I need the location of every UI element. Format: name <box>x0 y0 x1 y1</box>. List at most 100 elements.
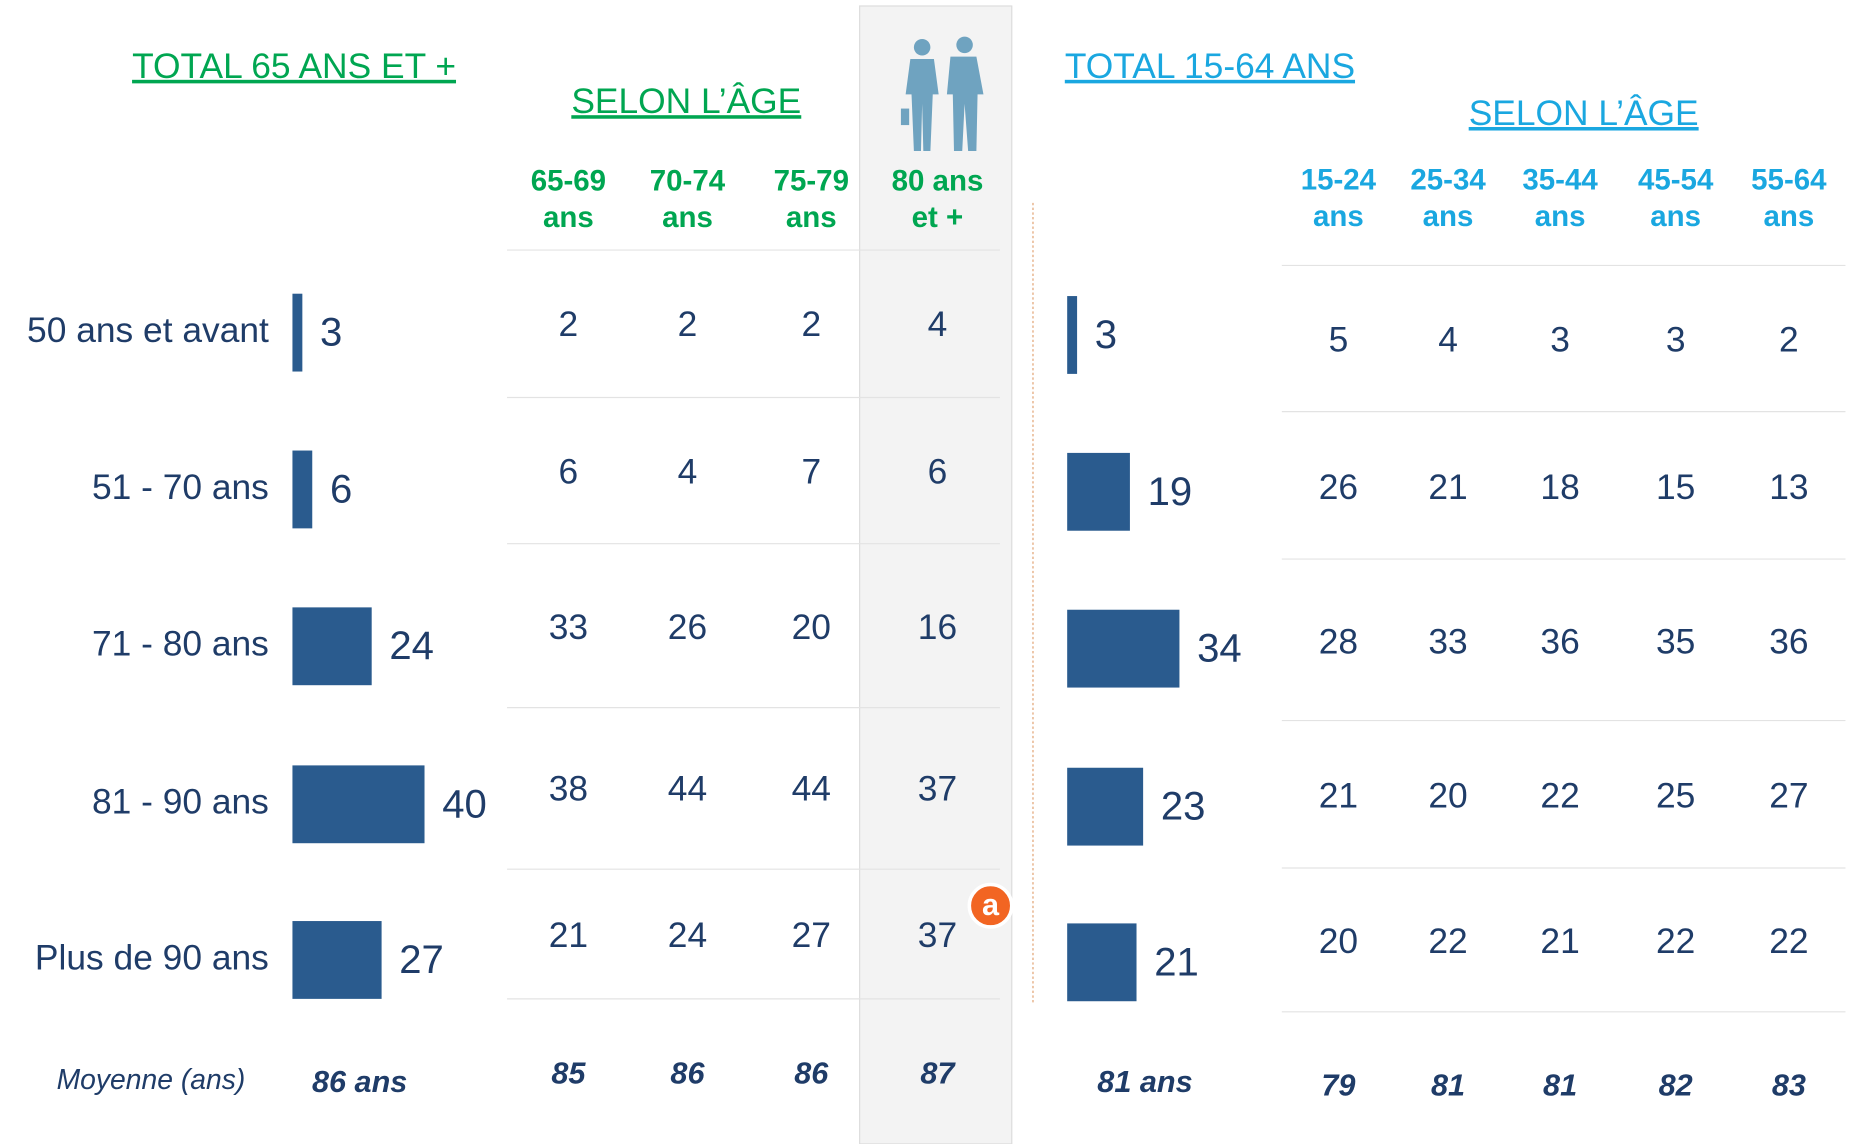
cell-value: 36 <box>1540 622 1579 661</box>
cell-value: 2 <box>559 305 579 344</box>
cell-value: 18 <box>1540 468 1579 507</box>
cell-value: 44 <box>792 770 831 809</box>
row-label: 81 - 90 ans <box>92 783 269 822</box>
bar <box>292 921 381 999</box>
panel-subtitle: SELON L’ÂGE <box>571 82 801 121</box>
bar <box>1067 453 1130 531</box>
cell-value: 20 <box>1319 922 1358 961</box>
cell-value: 20 <box>1428 777 1467 816</box>
cell-value: 28 <box>1319 622 1358 661</box>
bar <box>1067 610 1179 688</box>
panel-subtitle: SELON L’ÂGE <box>1469 94 1699 133</box>
cell-value: 26 <box>668 608 707 647</box>
bar <box>292 607 371 685</box>
cell-value: 38 <box>549 770 588 809</box>
bar-value: 6 <box>330 467 352 511</box>
column-mean: 79 <box>1321 1068 1355 1102</box>
column-header: 80 ans <box>892 165 984 198</box>
panel-title: TOTAL 15-64 ANS <box>1065 47 1355 86</box>
cell-value: 22 <box>1769 922 1808 961</box>
column-header: 35-44 <box>1522 163 1598 196</box>
column-header: ans <box>786 201 837 234</box>
cell-value: 37 <box>918 916 957 955</box>
column-mean: 86 <box>794 1057 829 1091</box>
bar-value: 34 <box>1197 627 1242 671</box>
cell-value: 26 <box>1319 468 1358 507</box>
cell-value: 3 <box>1550 320 1570 359</box>
cell-value: 5 <box>1329 320 1349 359</box>
total-mean: 81 ans <box>1097 1065 1192 1099</box>
column-header: et + <box>912 201 964 234</box>
cell-value: 22 <box>1428 922 1467 961</box>
bar-value: 19 <box>1148 470 1193 514</box>
cell-value: 4 <box>678 452 698 491</box>
cell-value: 44 <box>668 770 707 809</box>
bar-value: 21 <box>1154 940 1199 984</box>
cell-value: 21 <box>1428 468 1467 507</box>
column-mean: 85 <box>551 1057 586 1091</box>
bar-value: 3 <box>320 311 342 355</box>
cell-value: 4 <box>928 305 948 344</box>
bar <box>1067 768 1143 846</box>
column-mean: 81 <box>1543 1068 1577 1102</box>
column-header: ans <box>1313 200 1364 233</box>
panel-title: TOTAL 65 ANS ET + <box>132 47 456 86</box>
page: a Moyenne (ans) 50 ans et avant 51 - 70 a… <box>0 0 1849 1144</box>
column-header: 70-74 <box>650 165 726 198</box>
cell-value: 21 <box>1540 922 1579 961</box>
column-mean: 83 <box>1772 1068 1806 1102</box>
column-header: ans <box>1763 200 1814 233</box>
bar <box>1067 923 1136 1001</box>
column-mean: 82 <box>1659 1068 1693 1102</box>
column-header: 55-64 <box>1751 163 1827 196</box>
column-mean: 87 <box>920 1057 956 1091</box>
column-header: ans <box>543 201 594 234</box>
cell-value: 35 <box>1656 622 1695 661</box>
cell-value: 2 <box>678 305 698 344</box>
row-label: 50 ans et avant <box>27 311 269 350</box>
column-header: ans <box>1423 200 1474 233</box>
bar-value: 27 <box>399 938 444 982</box>
column-header: 65-69 <box>531 165 606 198</box>
cell-value: 27 <box>792 916 831 955</box>
cell-value: 3 <box>1666 320 1686 359</box>
column-header: ans <box>1650 200 1701 233</box>
marker-label: a <box>982 888 1000 922</box>
column-header: 45-54 <box>1638 163 1714 196</box>
cell-value: 7 <box>801 452 821 491</box>
column-header: 15-24 <box>1301 163 1377 196</box>
bar-value: 23 <box>1161 785 1206 829</box>
cell-value: 21 <box>549 916 588 955</box>
cell-value: 6 <box>928 452 948 491</box>
cell-value: 2 <box>1779 320 1799 359</box>
cell-value: 33 <box>1428 622 1467 661</box>
cell-value: 2 <box>801 305 821 344</box>
row-label: 71 - 80 ans <box>92 625 269 664</box>
cell-value: 21 <box>1319 777 1358 816</box>
column-mean: 81 <box>1431 1068 1465 1102</box>
mean-label: Moyenne (ans) <box>57 1063 246 1095</box>
cell-value: 20 <box>792 608 831 647</box>
cell-value: 27 <box>1769 777 1808 816</box>
cell-value: 6 <box>559 452 579 491</box>
bar <box>292 765 424 843</box>
bar <box>1067 296 1077 374</box>
column-header: ans <box>662 201 713 234</box>
column-mean: 86 <box>670 1057 705 1091</box>
cell-value: 22 <box>1656 922 1695 961</box>
column-header: 75-79 <box>774 165 849 198</box>
cell-value: 4 <box>1438 320 1458 359</box>
column-header: ans <box>1535 200 1586 233</box>
bar <box>292 451 312 529</box>
cell-value: 15 <box>1656 468 1695 507</box>
total-mean: 86 ans <box>312 1065 407 1099</box>
marker: a <box>969 884 1011 926</box>
column-header: 25-34 <box>1410 163 1486 196</box>
cell-value: 24 <box>668 916 707 955</box>
cell-value: 16 <box>918 608 957 647</box>
infographic: a Moyenne (ans) 50 ans et avant 51 - 70 a… <box>0 0 1849 1144</box>
bar-value: 3 <box>1095 313 1117 357</box>
cell-value: 22 <box>1540 777 1579 816</box>
cell-value: 33 <box>549 608 588 647</box>
row-label: 51 - 70 ans <box>92 468 269 507</box>
